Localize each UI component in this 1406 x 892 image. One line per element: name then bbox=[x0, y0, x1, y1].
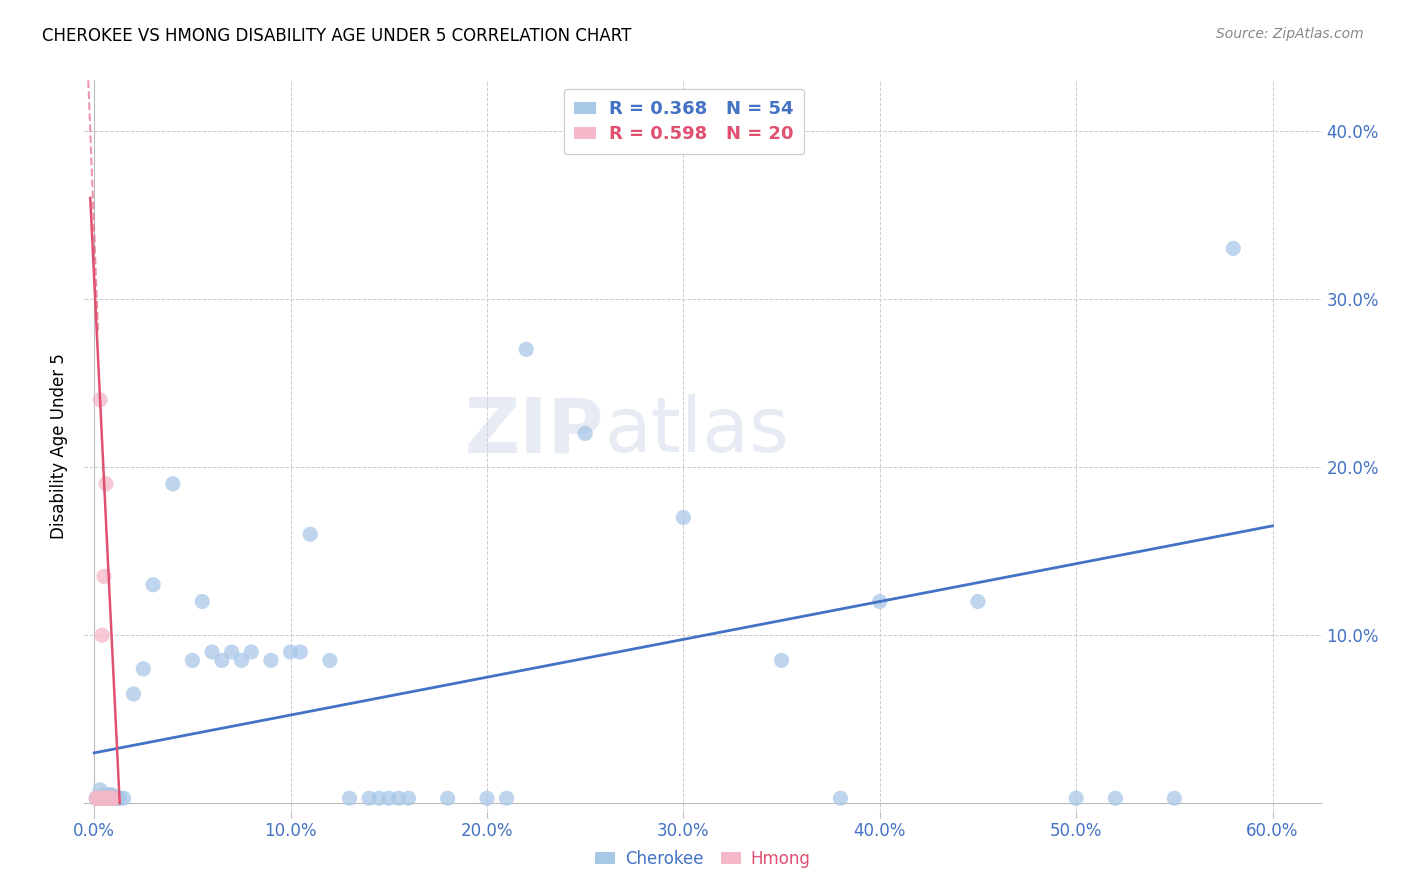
Point bbox=[93, 788, 115, 802]
Point bbox=[967, 594, 990, 608]
Point bbox=[98, 791, 121, 805]
Point bbox=[89, 791, 111, 805]
Point bbox=[103, 791, 125, 805]
Point bbox=[84, 791, 107, 805]
Point bbox=[299, 527, 322, 541]
Point bbox=[359, 791, 381, 805]
Point bbox=[396, 791, 419, 805]
Y-axis label: Disability Age Under 5: Disability Age Under 5 bbox=[51, 353, 69, 539]
Point bbox=[495, 791, 517, 805]
Text: CHEROKEE VS HMONG DISABILITY AGE UNDER 5 CORRELATION CHART: CHEROKEE VS HMONG DISABILITY AGE UNDER 5… bbox=[42, 27, 631, 45]
Point bbox=[290, 645, 312, 659]
Point bbox=[91, 628, 114, 642]
Point bbox=[93, 791, 115, 805]
Point bbox=[87, 791, 110, 805]
Text: ZIP: ZIP bbox=[464, 394, 605, 468]
Point bbox=[260, 653, 283, 667]
Point bbox=[98, 791, 121, 805]
Point bbox=[89, 392, 111, 407]
Point bbox=[211, 653, 233, 667]
Point bbox=[93, 791, 115, 805]
Text: Source: ZipAtlas.com: Source: ZipAtlas.com bbox=[1216, 27, 1364, 41]
Point bbox=[94, 476, 117, 491]
Point bbox=[142, 578, 165, 592]
Point bbox=[93, 791, 115, 805]
Point bbox=[89, 791, 111, 805]
Point bbox=[240, 645, 263, 659]
Point bbox=[378, 791, 401, 805]
Point bbox=[436, 791, 458, 805]
Point bbox=[84, 791, 107, 805]
Point bbox=[104, 791, 127, 805]
Point bbox=[87, 791, 110, 805]
Point bbox=[132, 662, 155, 676]
Point bbox=[515, 343, 537, 357]
Point bbox=[107, 791, 129, 805]
Point bbox=[91, 791, 114, 805]
Point bbox=[97, 791, 120, 805]
Point bbox=[94, 791, 117, 805]
Point bbox=[101, 788, 124, 802]
Point bbox=[574, 426, 596, 441]
Point bbox=[221, 645, 243, 659]
Legend: R = 0.368   N = 54, R = 0.598   N = 20: R = 0.368 N = 54, R = 0.598 N = 20 bbox=[564, 89, 804, 154]
Point bbox=[231, 653, 253, 667]
Point bbox=[91, 791, 114, 805]
Point bbox=[475, 791, 498, 805]
Point bbox=[112, 791, 135, 805]
Point bbox=[191, 594, 214, 608]
Point bbox=[368, 791, 391, 805]
Point bbox=[97, 791, 120, 805]
Point bbox=[162, 476, 184, 491]
Point bbox=[89, 782, 111, 797]
Point bbox=[869, 594, 891, 608]
Point bbox=[280, 645, 302, 659]
Point bbox=[103, 791, 125, 805]
Point bbox=[98, 791, 121, 805]
Point bbox=[93, 569, 115, 583]
Point bbox=[339, 791, 361, 805]
Point bbox=[101, 791, 124, 805]
Point bbox=[94, 791, 117, 805]
Point bbox=[830, 791, 852, 805]
Point bbox=[108, 791, 131, 805]
Point bbox=[1064, 791, 1087, 805]
Point bbox=[1163, 791, 1185, 805]
Point bbox=[97, 791, 120, 805]
Point bbox=[201, 645, 224, 659]
Point bbox=[87, 791, 110, 805]
Point bbox=[1222, 242, 1244, 256]
Point bbox=[98, 788, 121, 802]
Point bbox=[319, 653, 342, 667]
Point bbox=[122, 687, 145, 701]
Point bbox=[181, 653, 204, 667]
Legend: Cherokee, Hmong: Cherokee, Hmong bbox=[589, 844, 817, 875]
Point bbox=[101, 791, 124, 805]
Point bbox=[1104, 791, 1126, 805]
Point bbox=[94, 791, 117, 805]
Point bbox=[770, 653, 793, 667]
Point bbox=[672, 510, 695, 524]
Text: atlas: atlas bbox=[605, 394, 789, 468]
Point bbox=[97, 788, 120, 802]
Point bbox=[387, 791, 409, 805]
